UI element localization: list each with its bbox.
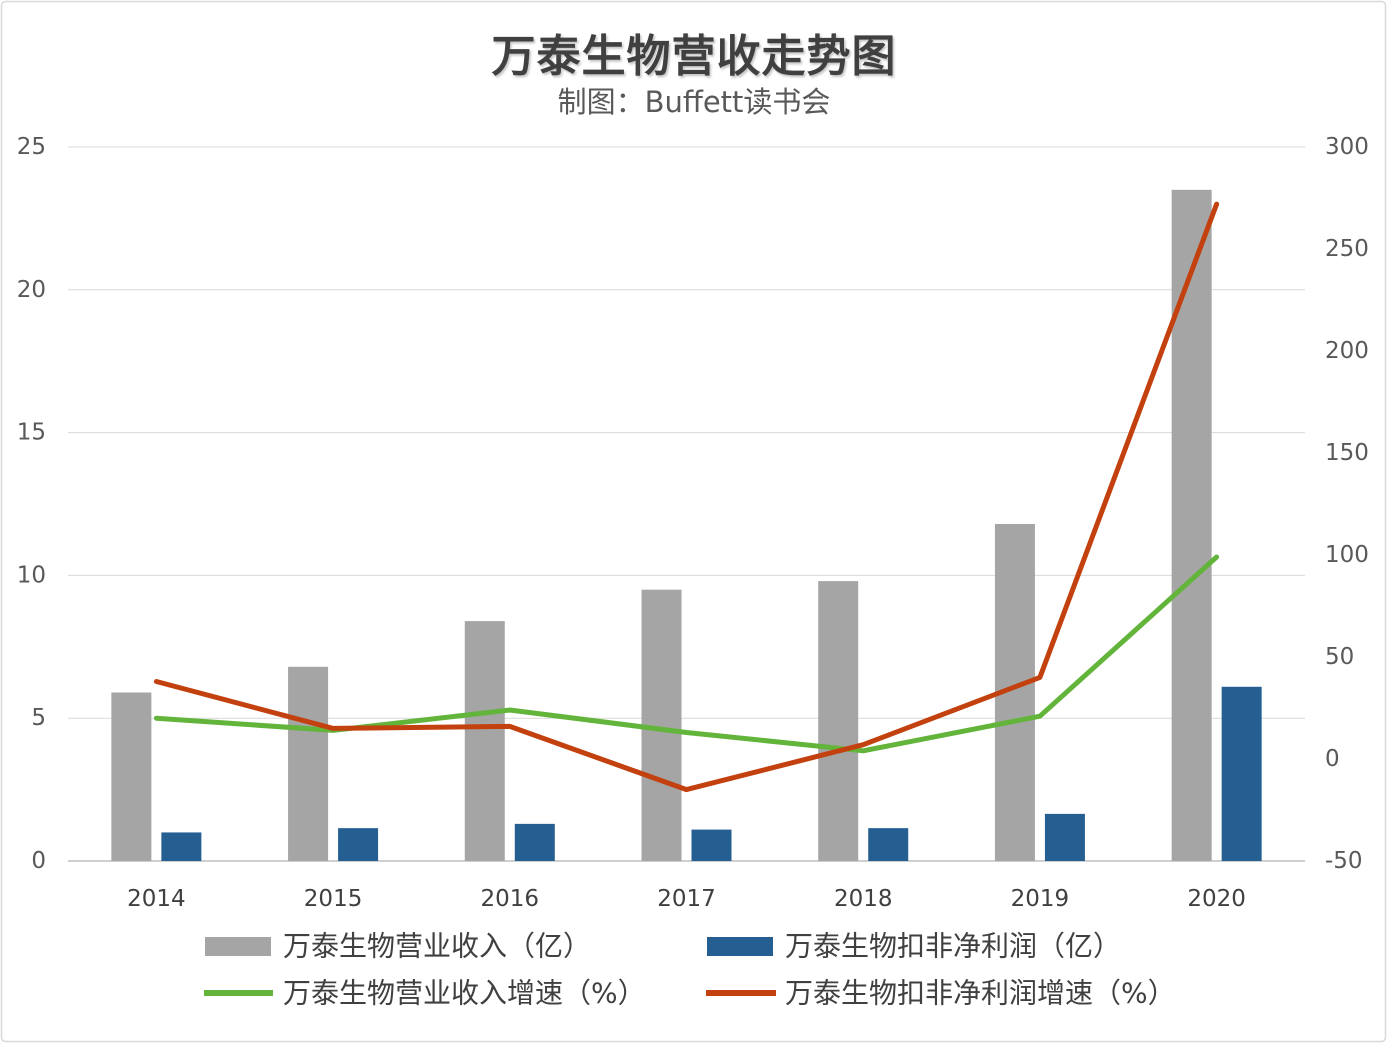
legend-swatch-net-profit xyxy=(707,937,773,956)
legend-label-net-profit-growth: 万泰生物扣非净利润增速（%） xyxy=(785,977,1176,1010)
x-axis: 2014 2015 2016 2017 2018 2019 2020 xyxy=(127,886,1246,912)
bar-net-profit-2015 xyxy=(338,828,379,861)
bar-net-profit-2014 xyxy=(161,832,202,861)
left-tick-label-15: 15 xyxy=(17,420,46,446)
bar-revenue-2018 xyxy=(818,581,859,861)
bar-net-profit-2017 xyxy=(691,829,732,861)
left-tick-label-5: 5 xyxy=(31,705,46,731)
bar-revenue-2015 xyxy=(288,666,329,861)
legend-item-revenue: 万泰生物营业收入（亿） xyxy=(205,930,591,963)
x-tick-label-2017: 2017 xyxy=(657,886,716,912)
right-tick-label--50: -50 xyxy=(1325,848,1363,874)
left-axis: 0 5 10 15 20 25 xyxy=(17,134,46,874)
x-tick-label-2016: 2016 xyxy=(481,886,540,912)
bar-revenue-2016 xyxy=(464,621,505,861)
right-tick-label-0: 0 xyxy=(1325,746,1340,772)
legend-swatch-revenue xyxy=(205,937,271,956)
chart-subtitle: 制图：Buffett读书会 xyxy=(558,85,831,119)
right-axis: -50 0 50 100 150 200 250 300 xyxy=(1325,134,1369,874)
left-tick-label-10: 10 xyxy=(17,562,46,588)
x-tick-label-2015: 2015 xyxy=(304,886,363,912)
right-tick-label-150: 150 xyxy=(1325,440,1369,466)
legend-item-net-profit: 万泰生物扣非净利润（亿） xyxy=(707,930,1121,963)
legend-item-net-profit-growth: 万泰生物扣非净利润增速（%） xyxy=(706,977,1176,1010)
line-series xyxy=(153,201,1220,793)
bar-net-profit-2018 xyxy=(868,828,909,861)
legend-label-net-profit: 万泰生物扣非净利润（亿） xyxy=(785,930,1121,963)
line-net-profit-growth xyxy=(153,201,1220,793)
right-tick-label-100: 100 xyxy=(1325,542,1369,568)
x-tick-label-2019: 2019 xyxy=(1011,886,1070,912)
legend-item-revenue-growth: 万泰生物营业收入增速（%） xyxy=(204,977,646,1010)
right-tick-label-200: 200 xyxy=(1325,338,1369,364)
legend-label-revenue-growth: 万泰生物营业收入增速（%） xyxy=(283,977,646,1010)
legend: 万泰生物营业收入（亿） 万泰生物扣非净利润（亿） 万泰生物营业收入增速（%） 万… xyxy=(204,930,1176,1010)
gridlines xyxy=(68,146,1305,862)
left-tick-label-0: 0 xyxy=(31,848,46,874)
left-tick-label-25: 25 xyxy=(17,134,46,160)
right-tick-label-50: 50 xyxy=(1325,644,1354,670)
bar-revenue-2020 xyxy=(1171,189,1212,862)
bar-net-profit-2016 xyxy=(514,823,555,861)
bar-net-profit-2020 xyxy=(1221,686,1262,861)
chart-title: 万泰生物营收走势图 xyxy=(492,31,897,82)
x-tick-label-2020: 2020 xyxy=(1187,886,1246,912)
bar-revenue-2014 xyxy=(111,692,152,861)
x-tick-label-2018: 2018 xyxy=(834,886,893,912)
legend-label-revenue: 万泰生物营业收入（亿） xyxy=(283,930,591,963)
bar-net-profit-2019 xyxy=(1044,813,1085,861)
left-tick-label-20: 20 xyxy=(17,277,46,303)
right-tick-label-250: 250 xyxy=(1325,236,1369,262)
x-tick-label-2014: 2014 xyxy=(127,886,186,912)
right-tick-label-300: 300 xyxy=(1325,134,1369,160)
